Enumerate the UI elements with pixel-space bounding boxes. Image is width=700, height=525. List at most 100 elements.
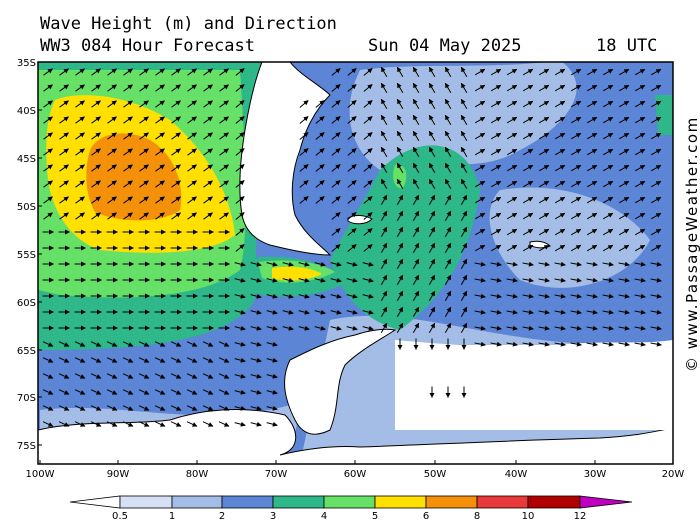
direction-arrow xyxy=(412,290,420,302)
direction-arrow xyxy=(266,405,278,411)
direction-arrow xyxy=(460,322,468,334)
direction-arrow xyxy=(139,180,149,188)
direction-arrow xyxy=(538,100,550,108)
direction-arrow xyxy=(155,132,165,140)
direction-arrow xyxy=(234,309,246,315)
direction-arrow xyxy=(43,196,53,204)
direction-arrow xyxy=(330,293,342,299)
direction-arrow xyxy=(43,68,53,76)
direction-arrow xyxy=(107,84,117,92)
direction-arrow xyxy=(235,212,245,220)
legend-value: 1 xyxy=(169,511,175,522)
direction-arrow xyxy=(412,114,420,126)
direction-arrow xyxy=(474,341,486,347)
direction-arrow xyxy=(506,261,518,267)
direction-arrow xyxy=(138,405,150,411)
direction-arrow xyxy=(650,116,662,124)
direction-arrow xyxy=(474,100,486,108)
latitude-labels: 35S 40S 45S 50S 55S 60S 65S 70S 75S xyxy=(17,58,42,452)
direction-arrow xyxy=(522,261,534,267)
direction-arrow xyxy=(250,277,262,283)
direction-arrow xyxy=(380,210,388,222)
direction-arrow xyxy=(362,293,374,299)
direction-arrow xyxy=(42,373,54,379)
direction-arrow xyxy=(91,84,101,92)
direction-arrow xyxy=(282,261,294,267)
direction-arrow xyxy=(570,341,582,347)
direction-arrow xyxy=(444,98,452,110)
direction-arrow xyxy=(42,357,54,363)
direction-arrow xyxy=(347,212,357,220)
direction-arrow xyxy=(235,148,245,156)
direction-arrow xyxy=(602,100,614,108)
direction-arrow xyxy=(618,196,630,204)
direction-arrow xyxy=(90,357,102,363)
direction-arrow xyxy=(460,194,468,206)
direction-arrow xyxy=(618,309,630,315)
direction-arrow xyxy=(396,146,404,158)
direction-arrow xyxy=(59,196,69,204)
direction-arrow xyxy=(298,325,310,331)
direction-arrow xyxy=(122,373,134,379)
direction-arrow xyxy=(460,210,468,222)
direction-arrow xyxy=(428,114,436,126)
direction-arrow xyxy=(138,389,150,395)
direction-arrow xyxy=(155,164,165,172)
direction-arrow xyxy=(43,100,53,108)
direction-arrow xyxy=(554,68,566,76)
direction-arrow xyxy=(380,322,388,334)
direction-arrow xyxy=(171,164,181,172)
direction-arrow xyxy=(634,293,646,299)
direction-arrow xyxy=(123,68,133,76)
direction-arrow xyxy=(506,84,518,92)
direction-arrow xyxy=(554,116,566,124)
direction-arrow xyxy=(347,116,357,124)
direction-arrow xyxy=(171,148,181,156)
direction-arrow xyxy=(250,357,262,363)
direction-arrow xyxy=(586,68,598,76)
direction-arrow xyxy=(250,325,262,331)
direction-arrow xyxy=(43,148,53,156)
direction-arrow xyxy=(522,212,534,220)
direction-arrow xyxy=(234,325,246,331)
direction-arrow xyxy=(203,148,213,156)
direction-arrow xyxy=(380,258,388,270)
direction-arrow xyxy=(618,84,630,92)
direction-arrow xyxy=(522,84,534,92)
direction-arrow xyxy=(570,196,582,204)
direction-arrow xyxy=(155,68,165,76)
direction-arrow xyxy=(218,341,230,347)
lon-label: 80W xyxy=(186,469,209,480)
direction-arrow xyxy=(187,212,197,220)
lon-label: 40W xyxy=(505,469,528,480)
direction-arrow xyxy=(315,180,325,188)
direction-arrow xyxy=(428,82,436,94)
direction-arrow xyxy=(266,389,278,395)
direction-arrow xyxy=(380,66,388,78)
direction-arrow xyxy=(363,228,373,236)
direction-arrow xyxy=(218,421,230,427)
direction-arrow xyxy=(363,84,373,92)
direction-arrow xyxy=(634,84,646,92)
direction-arrow xyxy=(74,389,86,395)
direction-arrow xyxy=(75,180,85,188)
direction-arrow xyxy=(412,226,420,238)
direction-arrow xyxy=(428,274,436,286)
direction-arrow xyxy=(187,116,197,124)
direction-arrow xyxy=(380,114,388,126)
direction-arrow xyxy=(203,196,213,204)
lat-label: 75S xyxy=(17,441,36,452)
direction-arrow xyxy=(522,148,534,156)
direction-arrow xyxy=(298,277,310,283)
direction-arrow xyxy=(363,180,373,188)
direction-arrow xyxy=(171,196,181,204)
direction-arrow xyxy=(634,228,646,236)
direction-arrow xyxy=(444,242,452,254)
direction-arrow xyxy=(586,309,598,315)
direction-arrow xyxy=(428,322,436,334)
direction-arrow xyxy=(460,290,468,302)
direction-arrow xyxy=(634,212,646,220)
direction-arrow xyxy=(522,293,534,299)
lon-label: 20W xyxy=(662,469,685,480)
